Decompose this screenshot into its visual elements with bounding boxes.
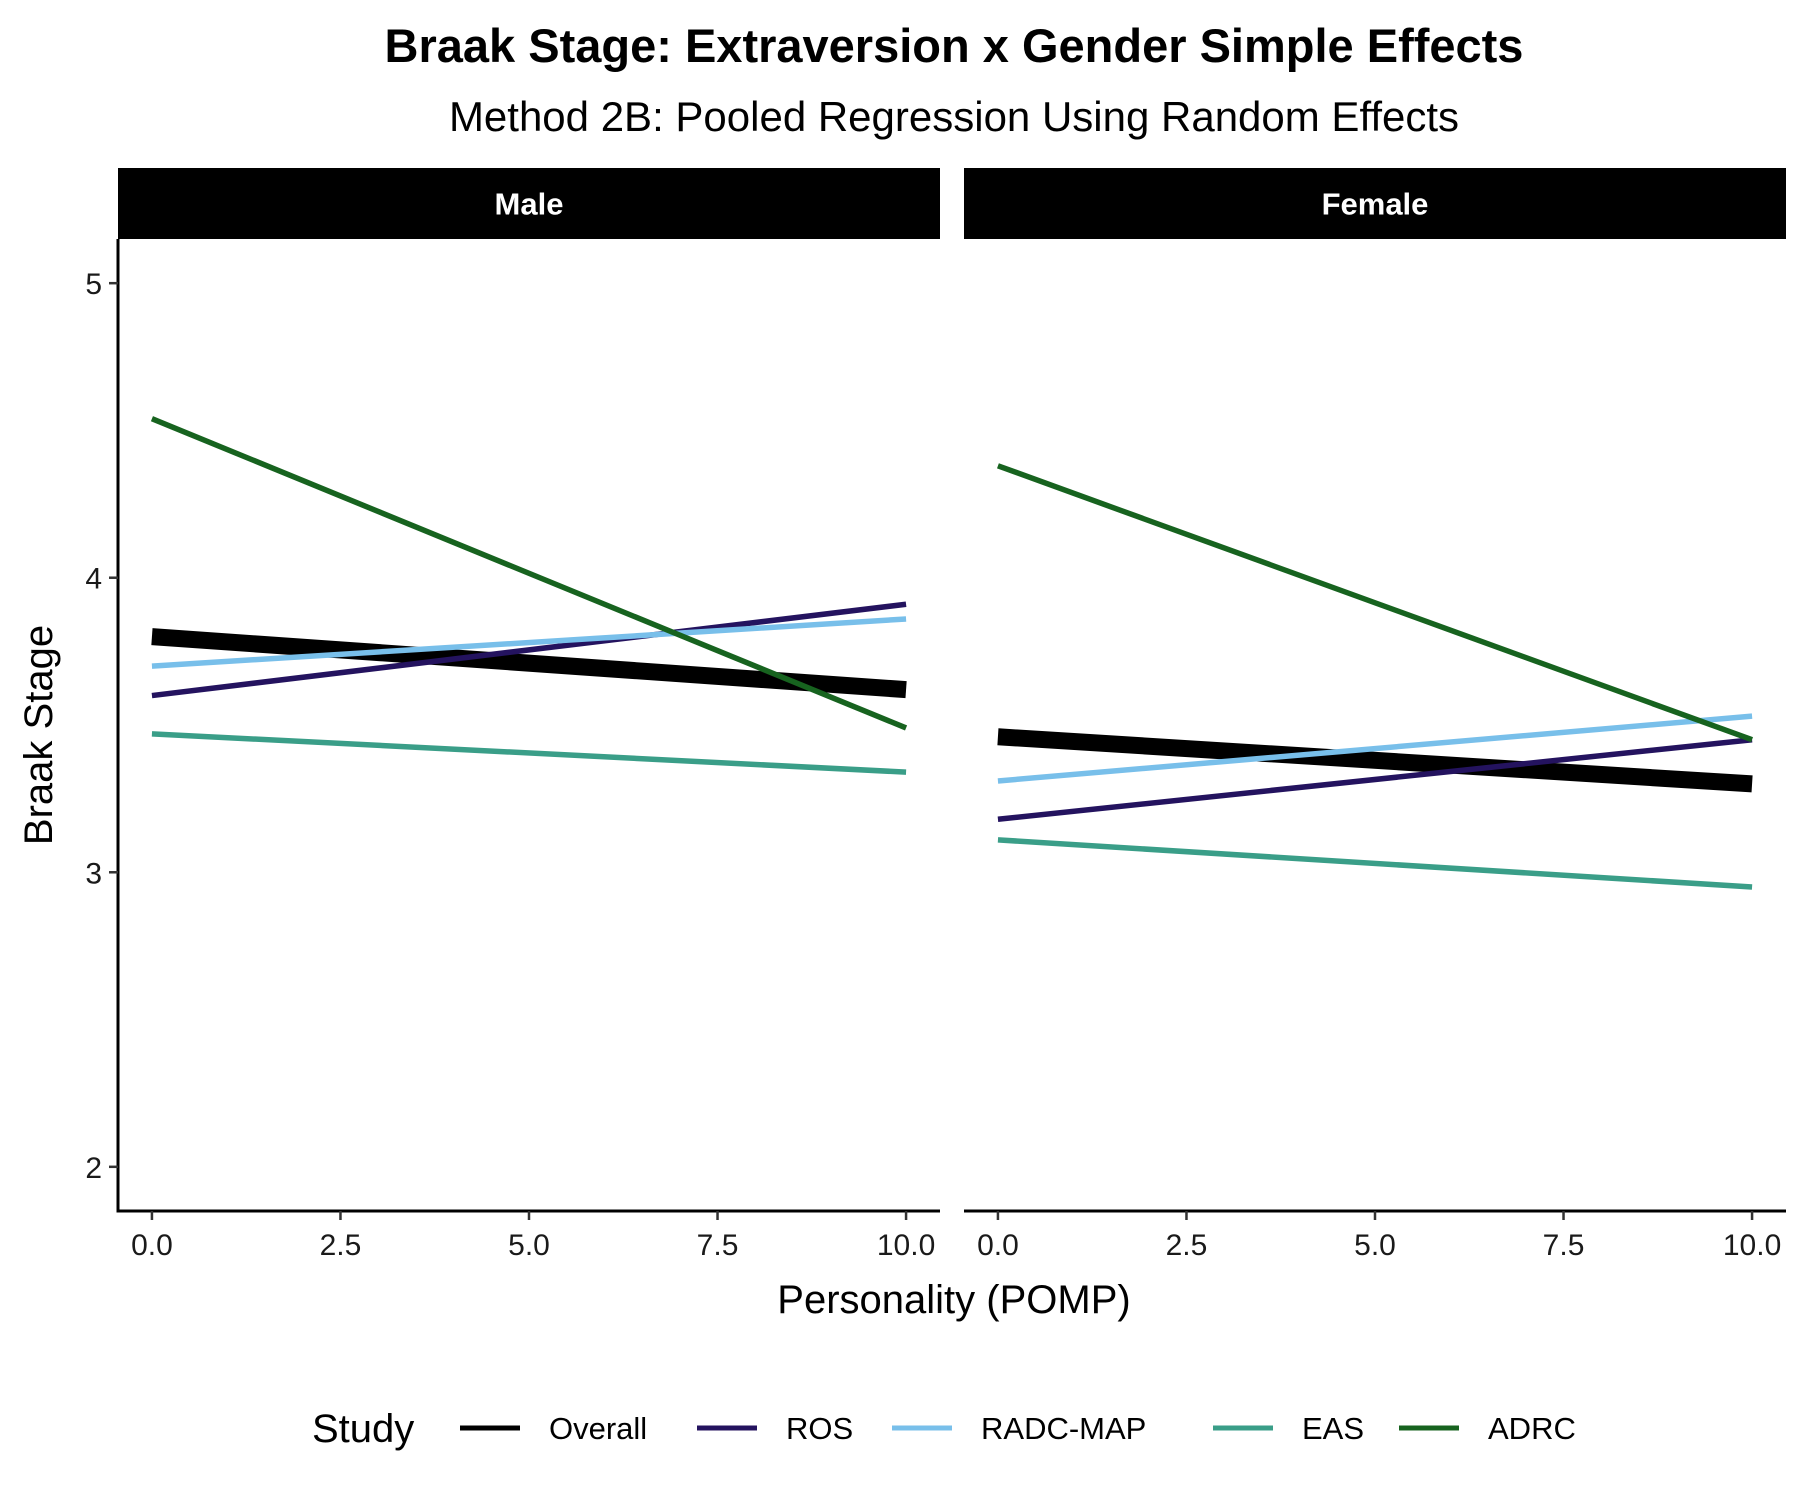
legend-item-radc-map: RADC-MAP	[892, 1411, 1146, 1446]
series-line-overall	[151, 628, 907, 699]
legend-label: EAS	[1302, 1411, 1364, 1446]
legend-title: Study	[312, 1407, 414, 1451]
series-line-adrc	[150, 416, 908, 731]
series-line-radc-map	[997, 713, 1753, 784]
facet-strip	[964, 168, 1786, 239]
legend-item-ros: ROS	[697, 1411, 853, 1446]
x-tick-label: 10.0	[1723, 1229, 1781, 1262]
series-line-adrc	[996, 463, 1754, 743]
x-tick-label: 2.5	[320, 1229, 362, 1262]
series-line-overall	[997, 728, 1753, 793]
facet-strip-label: Male	[495, 187, 564, 222]
series-line-radc-map	[151, 616, 907, 669]
legend-label: RADC-MAP	[981, 1411, 1146, 1446]
x-axis-title: Personality (POMP)	[777, 1278, 1130, 1322]
series-line-ros	[151, 601, 907, 699]
legend: Study Overall ROS RADC-MAP EAS ADRC	[312, 1407, 1576, 1451]
facet-panels: Male 2 3 4 5 0.0 2.5 5.0 7.5 10.0 Female 0.0 2.5 5.0 7…	[85, 168, 1786, 1262]
chart-title: Braak Stage: Extraversion x Gender Simpl…	[385, 19, 1524, 72]
x-tick-label: 5.0	[508, 1229, 550, 1262]
legend-label: ROS	[786, 1411, 853, 1446]
legend-item-overall: Overall	[460, 1411, 647, 1446]
y-axis-title: Braak Stage	[17, 625, 61, 845]
series-line-eas	[151, 731, 907, 775]
y-tick-label: 4	[85, 563, 102, 596]
legend-label: ADRC	[1488, 1411, 1576, 1446]
legend-item-eas: EAS	[1213, 1411, 1364, 1446]
series-line-ros	[997, 736, 1753, 822]
x-tick-label: 0.0	[977, 1229, 1019, 1262]
x-tick-label: 7.5	[1543, 1229, 1585, 1262]
legend-label: Overall	[549, 1411, 647, 1446]
y-tick-label: 5	[85, 268, 102, 301]
x-tick-label: 5.0	[1354, 1229, 1396, 1262]
x-tick-label: 7.5	[697, 1229, 739, 1262]
series-line-eas	[997, 837, 1753, 890]
panel-male: Male 2 3 4 5 0.0 2.5 5.0 7.5 10.0	[85, 168, 940, 1262]
legend-item-adrc: ADRC	[1399, 1411, 1576, 1446]
chart-subtitle: Method 2B: Pooled Regression Using Rando…	[449, 93, 1459, 140]
y-tick-label: 3	[85, 857, 102, 890]
panel-female: Female 0.0 2.5 5.0 7.5 10.0	[964, 168, 1786, 1262]
facet-strip	[118, 168, 940, 239]
x-tick-label: 2.5	[1166, 1229, 1208, 1262]
x-tick-label: 0.0	[131, 1229, 173, 1262]
x-tick-label: 10.0	[877, 1229, 935, 1262]
y-tick-label: 2	[85, 1152, 102, 1185]
facet-strip-label: Female	[1322, 187, 1429, 222]
